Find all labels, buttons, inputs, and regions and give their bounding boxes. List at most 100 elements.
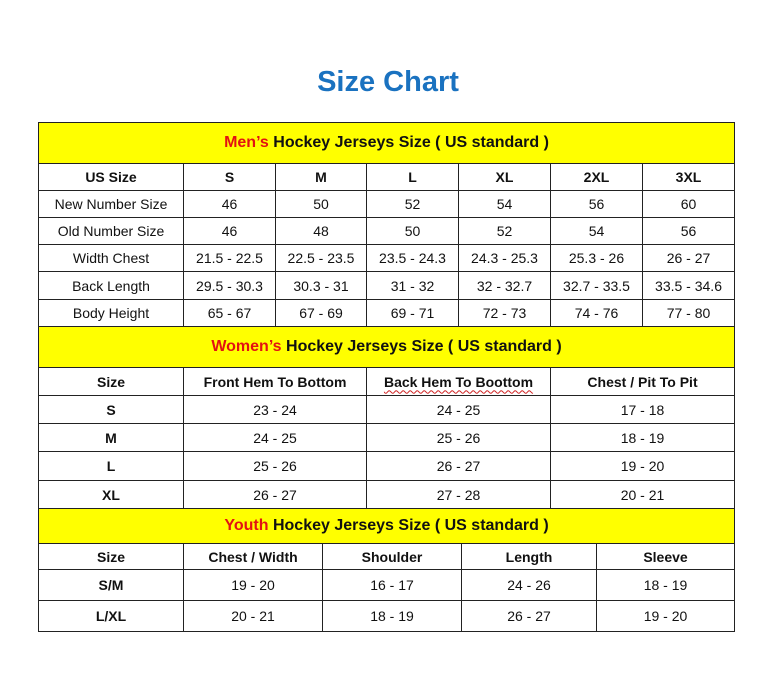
- row-label: Body Height: [38, 299, 184, 327]
- table-row: New Number Size 46 50 52 54 56 60: [38, 190, 736, 218]
- column-header-label: Size: [96, 548, 125, 565]
- table-cell: 54: [550, 217, 643, 245]
- table-cell: 56: [641, 217, 736, 245]
- table-row: Body Height 65 - 67 67 - 69 69 - 71 72 - 73 7…: [38, 299, 736, 327]
- table-cell: 46: [183, 190, 276, 218]
- youth-header-row: Size Chest / Width Shoulder Length Sleeve: [38, 543, 736, 570]
- table-cell: 27 - 28: [366, 480, 551, 509]
- column-header: Sleeve: [595, 543, 736, 570]
- table-cell: 52: [366, 190, 459, 218]
- table-row: Width Chest 21.5 - 22.5 22.5 - 23.5 23.5 - …: [38, 244, 736, 272]
- table-cell: 33.5 - 34.6: [641, 271, 736, 300]
- row-label: M: [38, 423, 184, 452]
- table-cell: 24.3 - 25.3: [458, 244, 551, 272]
- row-label: New Number Size: [38, 190, 184, 218]
- row-label: L/XL: [38, 600, 184, 632]
- table-cell: 50: [275, 190, 367, 218]
- column-header: Front Hem To Bottom: [183, 367, 367, 396]
- row-label: Old Number Size: [38, 217, 184, 245]
- column-header: 3XL: [641, 163, 736, 191]
- youth-heading-text: Hockey Jerseys Size ( US standard ): [268, 517, 549, 534]
- row-label: Width Chest: [38, 244, 184, 272]
- column-header-label: Size: [96, 373, 125, 390]
- column-header-label: Front Hem To Bottom: [203, 373, 347, 390]
- mens-heading-text: Hockey Jerseys Size ( US standard ): [268, 134, 549, 151]
- table-cell: 31 - 32: [366, 271, 459, 300]
- page-title: Size Chart: [317, 66, 459, 98]
- mens-section-heading: Men’s Hockey Jerseys Size ( US standard …: [37, 122, 736, 164]
- table-cell: 19 - 20: [549, 451, 736, 481]
- column-header: Shoulder: [322, 543, 462, 570]
- table-cell: 24 - 26: [461, 569, 597, 601]
- youth-size-table: Youth Hockey Jerseys Size ( US standard …: [37, 508, 736, 632]
- column-header: Back Hem To Boottom: [366, 367, 551, 396]
- column-header: Size: [38, 543, 184, 570]
- table-cell: 23.5 - 24.3: [366, 244, 459, 272]
- table-row: Old Number Size 46 48 50 52 54 56: [38, 217, 736, 245]
- womens-heading-text: Hockey Jerseys Size ( US standard ): [281, 338, 562, 355]
- youth-heading-accent: Youth: [224, 517, 269, 534]
- column-header: M: [275, 163, 367, 191]
- column-header: S: [183, 163, 276, 191]
- column-header: L: [366, 163, 459, 191]
- table-cell: 24 - 25: [366, 395, 551, 424]
- womens-section-heading: Women’s Hockey Jerseys Size ( US standar…: [37, 326, 736, 368]
- column-header: Chest / Width: [183, 543, 323, 570]
- table-row: Back Length 29.5 - 30.3 30.3 - 31 31 - 32 32…: [38, 271, 736, 300]
- table-cell: 17 - 18: [549, 395, 736, 424]
- table-cell: 77 - 80: [641, 299, 736, 327]
- table-cell: 20 - 21: [183, 600, 323, 632]
- table-cell: 26 - 27: [366, 451, 551, 481]
- table-cell: 18 - 19: [322, 600, 462, 632]
- table-cell: 19 - 20: [595, 600, 736, 632]
- column-header-label: Shoulder: [361, 548, 423, 565]
- table-cell: 25.3 - 26: [550, 244, 643, 272]
- mens-header-row: US Size S M L XL 2XL 3XL: [38, 163, 736, 191]
- table-cell: 26 - 27: [183, 480, 367, 509]
- row-label: S: [38, 395, 184, 424]
- womens-header-row: Size Front Hem To Bottom Back Hem To Boott…: [38, 367, 736, 396]
- table-cell: 26 - 27: [641, 244, 736, 272]
- table-row: L/XL 20 - 21 18 - 19 26 - 27 19 - 20: [38, 600, 736, 632]
- table-cell: 25 - 26: [183, 451, 367, 481]
- table-cell: 18 - 19: [549, 423, 736, 452]
- table-cell: 30.3 - 31: [275, 271, 367, 300]
- table-cell: 60: [641, 190, 736, 218]
- table-cell: 21.5 - 22.5: [183, 244, 276, 272]
- table-cell: 25 - 26: [366, 423, 551, 452]
- table-cell: 54: [458, 190, 551, 218]
- row-label: S/M: [38, 569, 184, 601]
- mens-heading-accent: Men’s: [224, 134, 269, 151]
- table-cell: 46: [183, 217, 276, 245]
- column-header-label: US Size: [85, 169, 137, 185]
- row-label: L: [38, 451, 184, 481]
- table-cell: 29.5 - 30.3: [183, 271, 276, 300]
- column-header-label: S: [224, 169, 235, 185]
- column-header-label: M: [315, 169, 327, 185]
- column-header-label: 2XL: [583, 169, 610, 185]
- column-header-label: Sleeve: [643, 548, 688, 565]
- table-cell: 16 - 17: [322, 569, 462, 601]
- table-cell: 50: [366, 217, 459, 245]
- mens-size-table: Men’s Hockey Jerseys Size ( US standard …: [37, 122, 736, 327]
- column-header-label: Chest / Width: [208, 548, 298, 565]
- table-row: XL 26 - 27 27 - 28 20 - 21: [38, 480, 736, 509]
- table-row: S 23 - 24 24 - 25 17 - 18: [38, 395, 736, 424]
- womens-heading-accent: Women’s: [211, 338, 282, 355]
- table-cell: 67 - 69: [275, 299, 367, 327]
- column-header-label: Chest / Pit To Pit: [587, 373, 698, 390]
- row-label: XL: [38, 480, 184, 509]
- table-row: M 24 - 25 25 - 26 18 - 19: [38, 423, 736, 452]
- table-cell: 20 - 21: [549, 480, 736, 509]
- table-cell: 32.7 - 33.5: [550, 271, 643, 300]
- youth-section-heading: Youth Hockey Jerseys Size ( US standard …: [37, 508, 736, 544]
- column-header-label: L: [408, 169, 417, 185]
- table-cell: 48: [275, 217, 367, 245]
- table-cell: 26 - 27: [461, 600, 597, 632]
- column-header: 2XL: [550, 163, 643, 191]
- table-cell: 24 - 25: [183, 423, 367, 452]
- column-header: Size: [38, 367, 184, 396]
- table-cell: 56: [550, 190, 643, 218]
- table-cell: 18 - 19: [595, 569, 736, 601]
- column-header-label: Back Hem To Boottom: [383, 373, 534, 390]
